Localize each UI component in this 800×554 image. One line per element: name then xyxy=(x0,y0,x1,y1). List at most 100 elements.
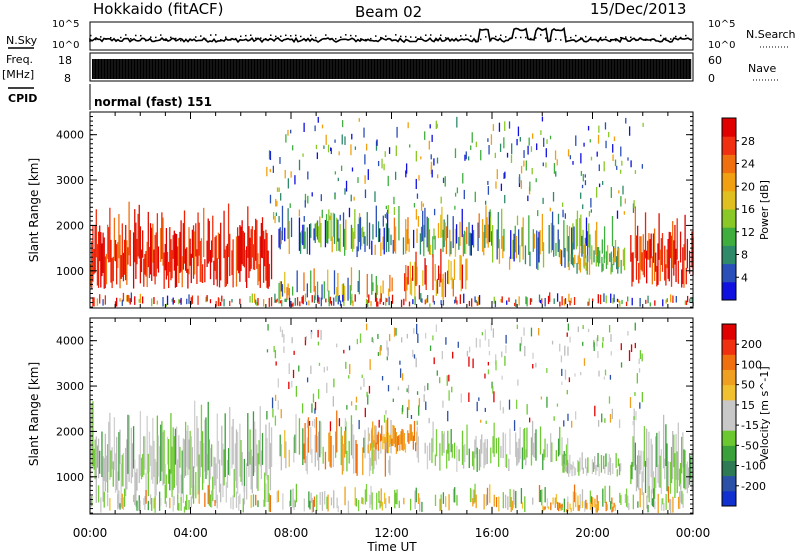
power-echo xyxy=(292,286,294,296)
velocity-echo xyxy=(638,368,641,373)
velocity-echo xyxy=(187,425,189,476)
power-echo xyxy=(226,243,229,284)
velocity-echo xyxy=(363,377,365,387)
power-echo xyxy=(220,301,222,306)
velocity-echo xyxy=(165,474,168,499)
power-echo xyxy=(321,284,323,300)
power-echo xyxy=(415,251,417,286)
velocity-echo xyxy=(580,372,582,376)
power-echo xyxy=(614,159,617,167)
power-echo xyxy=(129,230,131,267)
velocity-echo xyxy=(319,492,321,505)
power-echo xyxy=(289,203,291,208)
velocity-echo xyxy=(366,391,368,397)
power-echo xyxy=(499,143,502,152)
power-echo xyxy=(146,241,148,288)
nsearch-dot xyxy=(595,38,597,41)
power-echo xyxy=(172,297,174,305)
velocity-echo xyxy=(460,393,462,403)
power-echo xyxy=(604,122,607,130)
velocity-echo xyxy=(614,504,616,511)
power-echo xyxy=(383,163,385,171)
power-echo xyxy=(670,235,673,287)
nsky-top-label: 10^5 xyxy=(52,19,79,30)
power-echo xyxy=(590,156,593,161)
power-echo xyxy=(270,234,273,280)
velocity-echo xyxy=(208,439,211,494)
velocity-echo xyxy=(128,415,130,482)
time-axis: 00:00 04:00 08:00 12:00 16:00 20:00 00:00 xyxy=(73,112,710,540)
velocity-echo xyxy=(197,428,199,495)
power-echo xyxy=(187,268,189,289)
power-echo xyxy=(632,252,634,282)
power-echo xyxy=(119,234,121,289)
colorbar-tick-label: 12 xyxy=(741,226,755,239)
power-echo xyxy=(420,156,422,160)
velocity-echo xyxy=(196,416,198,467)
velocity-echo xyxy=(332,445,335,468)
power-echo xyxy=(618,248,620,267)
power-echo xyxy=(577,255,579,265)
velocity-echo xyxy=(279,326,282,333)
velocity-echo xyxy=(110,450,112,478)
nsearch-dot xyxy=(395,34,397,36)
velocity-echo xyxy=(590,496,593,507)
power-echo xyxy=(679,231,682,263)
nsearch-dot xyxy=(355,35,357,37)
velocity-echo xyxy=(606,504,608,511)
velocity-echo xyxy=(579,457,581,472)
velocity-echo xyxy=(646,495,648,509)
nsearch-dot xyxy=(195,36,197,38)
power-echo xyxy=(315,222,318,237)
velocity-echo xyxy=(367,427,370,454)
velocity-echo xyxy=(475,435,477,455)
nsearch-dot xyxy=(665,37,667,40)
power-echo xyxy=(358,213,361,219)
power-echo xyxy=(301,296,303,304)
power-echo xyxy=(616,298,619,302)
power-echo xyxy=(120,255,122,279)
power-echo xyxy=(392,239,394,254)
power-echo xyxy=(382,236,384,250)
power-echo xyxy=(444,176,446,187)
velocity-echo xyxy=(409,498,412,511)
power-echo xyxy=(336,287,338,297)
power-echo xyxy=(689,298,691,303)
power-echo xyxy=(424,131,426,140)
power-echo xyxy=(134,296,136,305)
colorbar-tick-label: -15 xyxy=(741,419,759,432)
power-echo xyxy=(576,210,579,247)
velocity-echo xyxy=(95,436,97,503)
velocity-echo xyxy=(329,431,331,467)
velocity-echo xyxy=(136,500,138,511)
velocity-echo xyxy=(634,322,636,331)
velocity-echo xyxy=(234,443,237,482)
velocity-echo xyxy=(641,392,644,403)
power-echo xyxy=(337,219,339,242)
nsearch-dot xyxy=(120,36,122,39)
power-echo xyxy=(536,143,538,151)
velocity-echo xyxy=(267,324,269,331)
velocity-echo xyxy=(340,426,342,466)
velocity-echo xyxy=(484,407,486,412)
velocity-echo xyxy=(243,486,246,505)
velocity-echo xyxy=(567,413,569,421)
nsearch-dot xyxy=(605,36,607,38)
freq-top-label: 18 xyxy=(58,54,72,67)
power-echo xyxy=(155,232,157,277)
power-echo xyxy=(407,265,409,285)
velocity-echo xyxy=(258,440,260,465)
velocity-echo xyxy=(612,463,614,475)
velocity-echo xyxy=(604,418,606,423)
velocity-echo xyxy=(174,428,177,465)
power-echo xyxy=(580,214,582,247)
velocity-echo xyxy=(672,496,674,513)
power-echo xyxy=(550,222,553,253)
power-echo xyxy=(605,140,607,149)
velocity-echo xyxy=(361,374,363,379)
power-echo xyxy=(352,300,354,307)
power-echo xyxy=(620,169,622,174)
velocity-echo xyxy=(609,414,612,423)
velocity-echo xyxy=(266,349,269,353)
power-echo xyxy=(170,239,172,281)
